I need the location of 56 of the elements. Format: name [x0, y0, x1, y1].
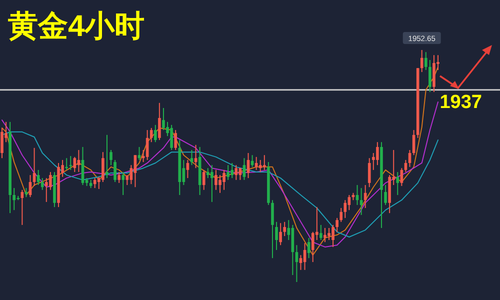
- candlestick: [348, 194, 351, 211]
- candlestick: [49, 172, 52, 190]
- candlestick: [332, 224, 334, 248]
- candlestick: [0, 127, 4, 159]
- candlestick: [234, 164, 238, 180]
- candlestick: [222, 169, 226, 190]
- candlestick: [226, 164, 230, 180]
- candlestick: [283, 221, 286, 237]
- candlestick: [214, 169, 218, 190]
- candlestick: [202, 169, 206, 190]
- candlestick: [174, 130, 178, 150]
- candlestick: [40, 178, 44, 190]
- candlestick: [110, 149, 112, 166]
- chart-title: 黄金4小时: [8, 10, 145, 43]
- candlestick: [242, 158, 246, 180]
- candlestick: [420, 50, 424, 73]
- candlestick: [424, 52, 428, 70]
- candlestick: [275, 221, 278, 250]
- candlestick: [432, 54, 436, 92]
- candlestick: [368, 158, 371, 188]
- candlestick: [206, 168, 210, 179]
- candlestick: [344, 200, 347, 218]
- candlestick: [324, 227, 326, 243]
- candlestick: [93, 178, 96, 189]
- candlestick: [162, 108, 165, 131]
- candlestick: [258, 159, 262, 173]
- candlestick: [320, 224, 322, 241]
- candlestick: [65, 158, 68, 170]
- candlestick: [384, 184, 387, 206]
- candlestick: [271, 200, 274, 259]
- candlestick: [311, 231, 314, 263]
- candlestick: [106, 134, 108, 179]
- candlestick: [122, 172, 125, 196]
- candlestick: [150, 127, 153, 143]
- candlestick: [154, 124, 157, 143]
- annotation: 1937: [440, 92, 482, 113]
- candlestick: [210, 164, 214, 202]
- candlestick: [218, 174, 222, 194]
- candlestick: [376, 142, 379, 166]
- candlestick: [230, 162, 234, 179]
- candlestick: [428, 59, 432, 92]
- candlestick: [336, 217, 338, 232]
- candlestick: [360, 188, 363, 216]
- candlestick: [170, 124, 173, 150]
- candlestick: [328, 227, 330, 241]
- candlestick: [102, 152, 104, 183]
- candlestick: [12, 188, 16, 211]
- candlestick: [114, 159, 116, 183]
- candlestick: [396, 172, 400, 196]
- candlestick: [262, 154, 266, 170]
- candlestick: [340, 207, 343, 222]
- candlestick: [118, 172, 120, 184]
- candlestick: [158, 102, 161, 141]
- candlestick: [279, 222, 282, 246]
- candlestick: [44, 178, 48, 202]
- candlestick: [69, 156, 72, 170]
